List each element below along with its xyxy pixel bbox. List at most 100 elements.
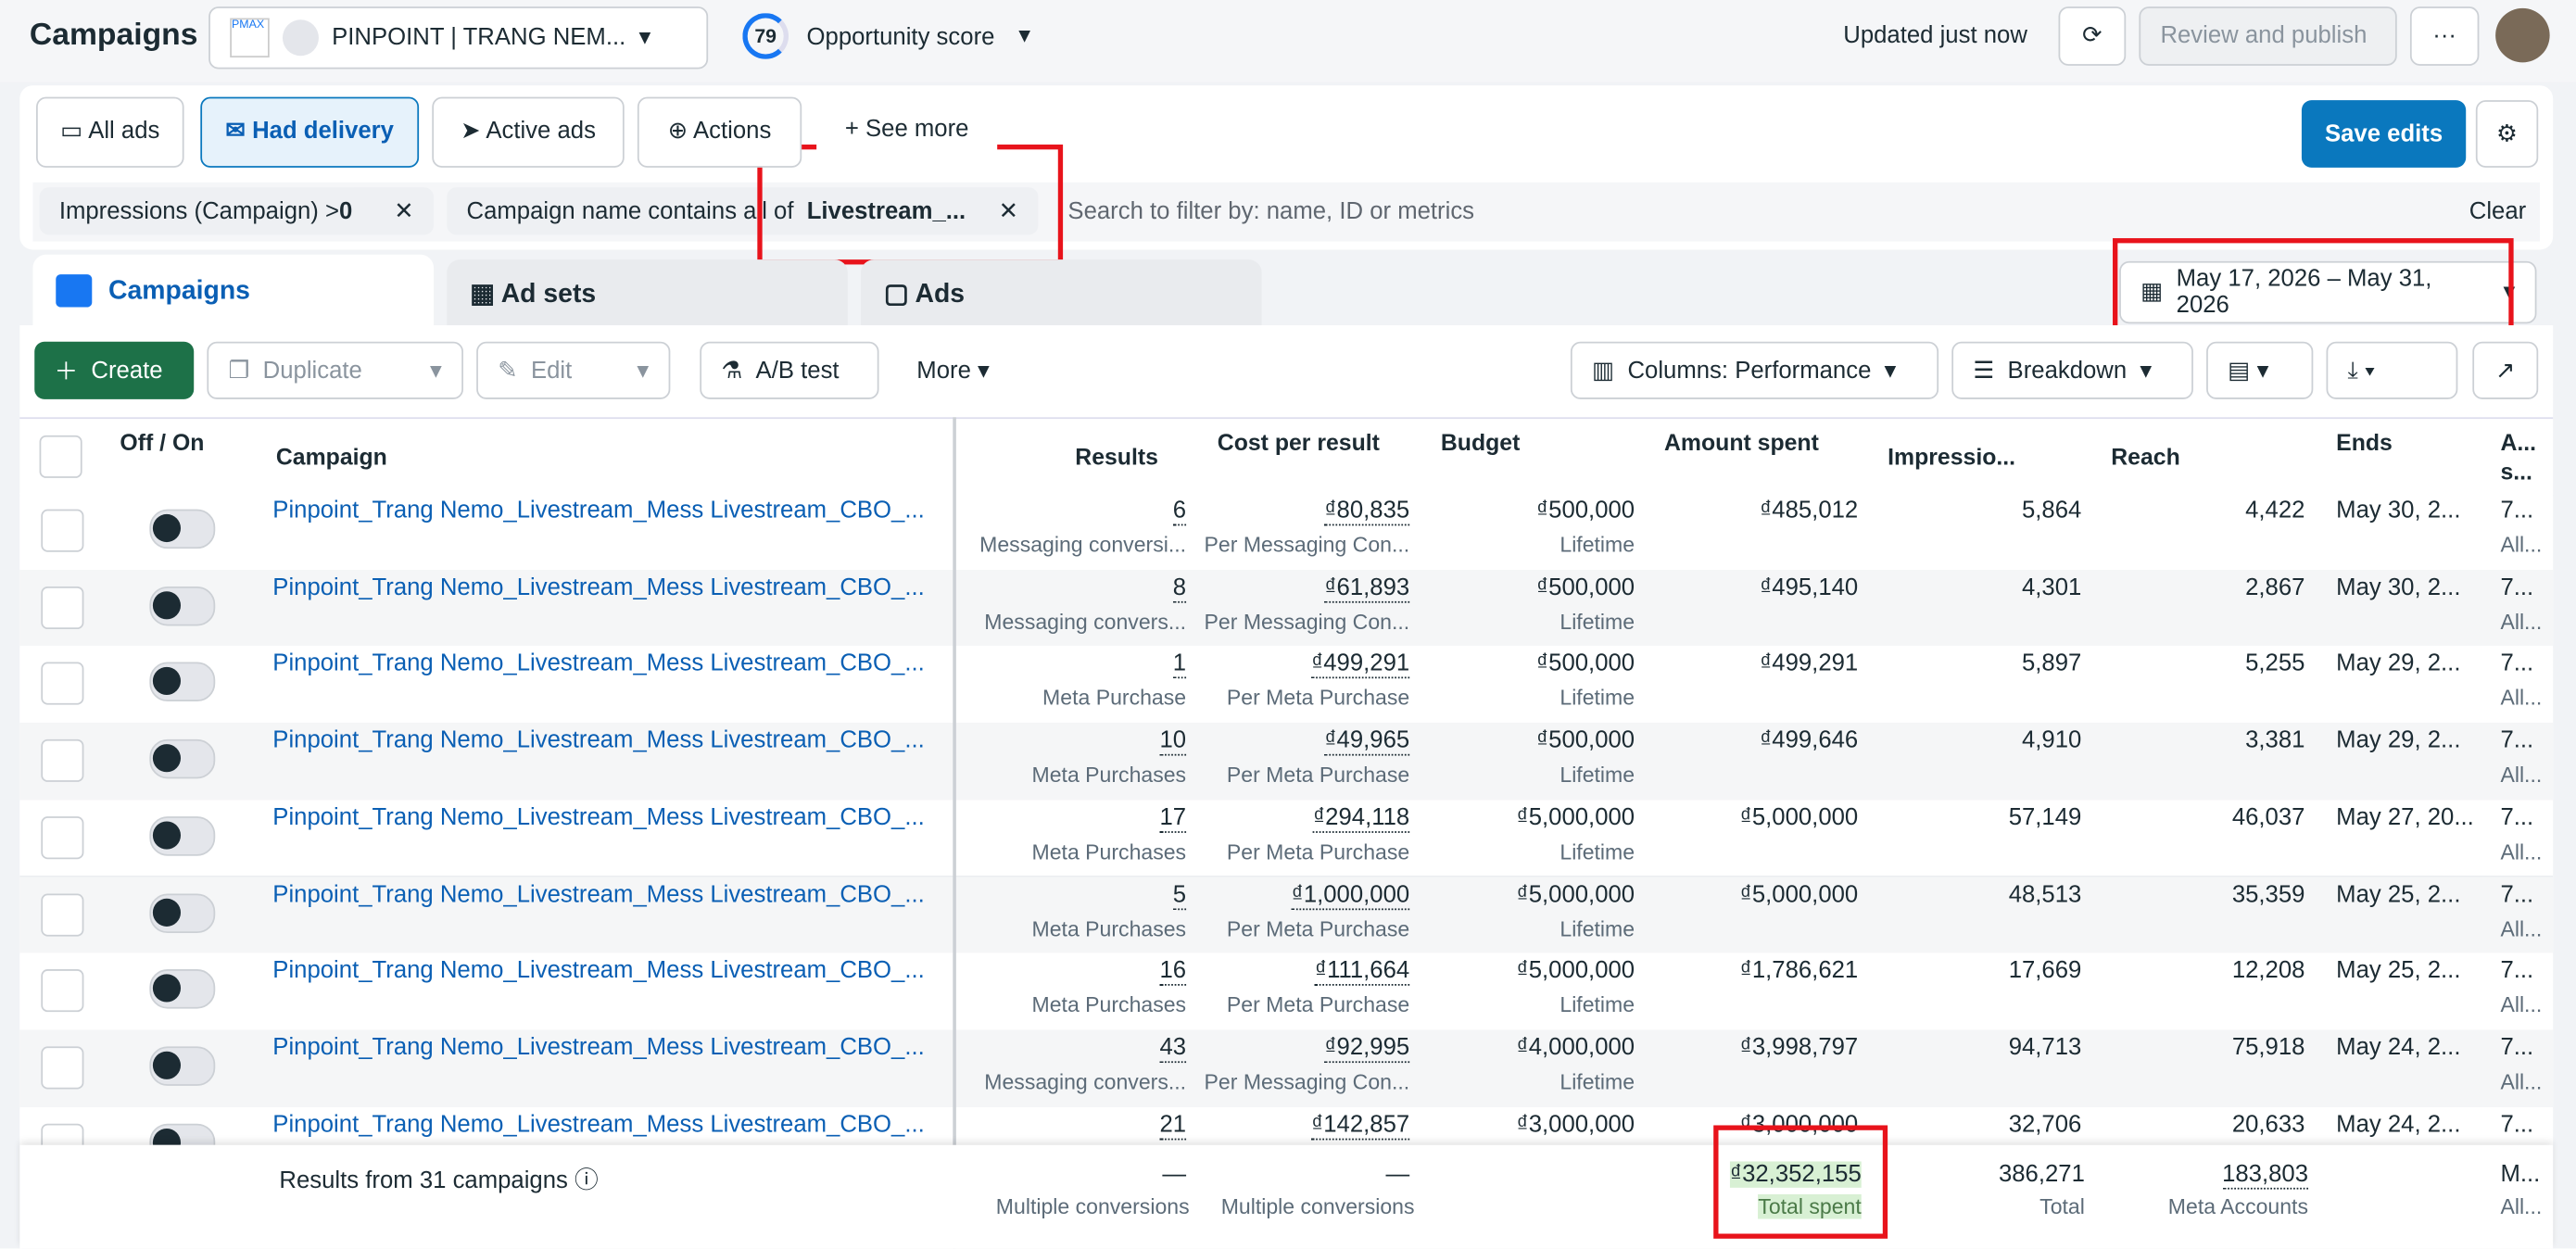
toggle[interactable] (149, 815, 216, 856)
toggle[interactable] (149, 969, 216, 1009)
column-header[interactable]: Cost per result (1217, 428, 1380, 456)
cpr-value[interactable]: ₫61,893 (1324, 574, 1410, 603)
filter-tab[interactable]: ▭ All ads (36, 96, 184, 168)
cell-reach: 75,918 (2232, 1035, 2305, 1061)
cpr-value[interactable]: ₫499,291 (1311, 650, 1410, 679)
account-selector[interactable]: PMAX PINPOINT | TRANG NEM... ▾ (208, 6, 709, 69)
more-menu[interactable]: ··· (2409, 6, 2480, 66)
level-tab[interactable]: ▦ Ad sets (470, 281, 597, 309)
toggle[interactable] (149, 1122, 216, 1145)
cpr-value[interactable]: ₫294,118 (1312, 804, 1410, 833)
row-checkbox[interactable] (41, 738, 84, 783)
cpr-value[interactable]: ₫111,664 (1314, 957, 1410, 987)
cell-ends: May 25, 2... (2336, 957, 2461, 985)
toggle[interactable] (149, 509, 216, 549)
level-tab-active[interactable] (32, 254, 435, 329)
column-header[interactable]: Results (1075, 443, 1158, 471)
cell-results: 10 (1159, 727, 1187, 756)
duplicate-button[interactable]: ❐ Duplicate ▾ (207, 341, 463, 399)
duplicate-label: Duplicate (262, 357, 362, 384)
filter-tab[interactable]: ➤ Active ads (432, 96, 625, 168)
toggle[interactable] (149, 586, 216, 625)
campaign-name[interactable]: Pinpoint_Trang Nemo_Livestream_Mess Live… (272, 1111, 925, 1138)
cell-budget_type: Lifetime (1559, 609, 1635, 634)
campaign-name[interactable]: Pinpoint_Trang Nemo_Livestream_Mess Live… (272, 574, 925, 601)
cell-cpr: ₫142,857 (1311, 1111, 1410, 1140)
ab-test-button[interactable]: ⚗ A/B test (700, 341, 879, 399)
campaign-name[interactable]: Pinpoint_Trang Nemo_Livestream_Mess Live… (272, 804, 925, 831)
date-picker[interactable]: ▦ May 17, 2026 – May 31, 2026 ▾ (2119, 260, 2537, 324)
more-button[interactable]: More ▾ (916, 358, 990, 385)
column-header[interactable]: Budget (1440, 428, 1521, 456)
score-label[interactable]: Opportunity score (806, 24, 995, 51)
save-edits-button[interactable]: Save edits (2301, 100, 2467, 168)
column-header[interactable]: Off / On (120, 428, 205, 456)
column-header[interactable]: Reach (2111, 443, 2180, 471)
impressions-value: 4,910 (2021, 727, 2082, 754)
cell-attribution: 7... (2500, 574, 2534, 601)
campaign-name[interactable]: Pinpoint_Trang Nemo_Livestream_Mess Live… (272, 498, 925, 524)
row-checkbox[interactable] (41, 892, 84, 936)
cpr-value[interactable]: ₫49,965 (1324, 727, 1410, 756)
avatar[interactable] (2495, 7, 2550, 63)
chart-button[interactable]: ↗ (2472, 341, 2539, 399)
cell-spent: ₫3,998,797 (1740, 1035, 1859, 1061)
column-header[interactable]: Impressio... (1888, 443, 2016, 471)
campaign-name[interactable]: Pinpoint_Trang Nemo_Livestream_Mess Live… (272, 1034, 925, 1062)
results-value[interactable]: 10 (1159, 727, 1187, 756)
filter-chip[interactable]: Campaign name contains all of Livestream_… (447, 187, 1039, 235)
row-checkbox[interactable] (41, 586, 84, 629)
cell-spent: ₫485,012 (1760, 498, 1858, 524)
level-tab[interactable]: ▢ Ads (883, 281, 966, 309)
filter-tab[interactable]: ✉ Had delivery (200, 96, 420, 168)
filter-tab[interactable]: + See more (816, 96, 998, 168)
campaign-name[interactable]: Pinpoint_Trang Nemo_Livestream_Mess Live… (272, 881, 925, 908)
row-checkbox[interactable] (41, 662, 84, 706)
table-row: Pinpoint_Trang Nemo_Livestream_Mess Live… (19, 569, 2554, 649)
campaign-name[interactable]: Pinpoint_Trang Nemo_Livestream_Mess Live… (272, 957, 925, 985)
toggle[interactable] (149, 738, 216, 779)
row-checkbox[interactable] (41, 1122, 84, 1145)
row-checkbox[interactable] (41, 815, 84, 859)
results-value[interactable]: 1 (1172, 650, 1187, 679)
results-value[interactable]: 16 (1159, 957, 1187, 987)
refresh-button[interactable]: ⟳ (2058, 6, 2127, 66)
review-publish-button[interactable]: Review and publish (2139, 6, 2397, 66)
results-value[interactable]: 43 (1159, 1034, 1187, 1063)
breakdown-button[interactable]: ☰ Breakdown ▾ (1951, 341, 2193, 399)
filter-chip[interactable]: Impressions (Campaign) > 0 ✕ (39, 187, 435, 235)
row-checkbox[interactable] (41, 969, 84, 1013)
toggle[interactable] (149, 892, 216, 933)
results-value[interactable]: 6 (1172, 498, 1187, 526)
create-label: Create (91, 357, 163, 384)
column-header[interactable]: Campaign (275, 443, 387, 471)
campaign-name[interactable]: Pinpoint_Trang Nemo_Livestream_Mess Live… (272, 650, 925, 678)
filter-tab[interactable]: ⊕ Actions (637, 96, 802, 168)
columns-button[interactable]: ▥ Columns: Performance ▾ (1570, 341, 1939, 399)
cpr-value[interactable]: ₫92,995 (1324, 1034, 1410, 1063)
cpr-value[interactable]: ₫1,000,000 (1291, 881, 1410, 910)
level-tab[interactable]: Campaigns (108, 277, 250, 306)
toggle[interactable] (149, 1046, 216, 1086)
create-button[interactable]: ＋ Create (34, 341, 195, 399)
reports-button[interactable]: ▤ ▾ (2206, 341, 2314, 399)
cpr-value[interactable]: ₫80,835 (1324, 498, 1410, 526)
results-value[interactable]: 17 (1159, 804, 1187, 833)
select-all-checkbox[interactable] (39, 435, 82, 478)
export-button[interactable]: ⤓ ▾ (2326, 341, 2458, 399)
toggle[interactable] (149, 662, 216, 702)
row-checkbox[interactable] (41, 1046, 84, 1090)
edit-button[interactable]: ✎ Edit ▾ (476, 341, 671, 399)
cpr-value[interactable]: ₫142,857 (1311, 1111, 1410, 1140)
clear-button[interactable]: Clear (2469, 198, 2527, 225)
search-input[interactable]: Search to filter by: name, ID or metrics (1067, 198, 1475, 225)
settings-button[interactable]: ⚙ (2475, 100, 2539, 168)
campaign-name[interactable]: Pinpoint_Trang Nemo_Livestream_Mess Live… (272, 727, 925, 754)
results-value[interactable]: 8 (1172, 574, 1187, 603)
results-value[interactable]: 21 (1159, 1111, 1187, 1140)
column-header[interactable]: Amount spent (1664, 428, 1819, 456)
results-value[interactable]: 5 (1172, 881, 1187, 910)
column-header[interactable]: A... s... (2500, 428, 2537, 486)
row-checkbox[interactable] (41, 509, 84, 552)
column-header[interactable]: Ends (2336, 428, 2393, 456)
